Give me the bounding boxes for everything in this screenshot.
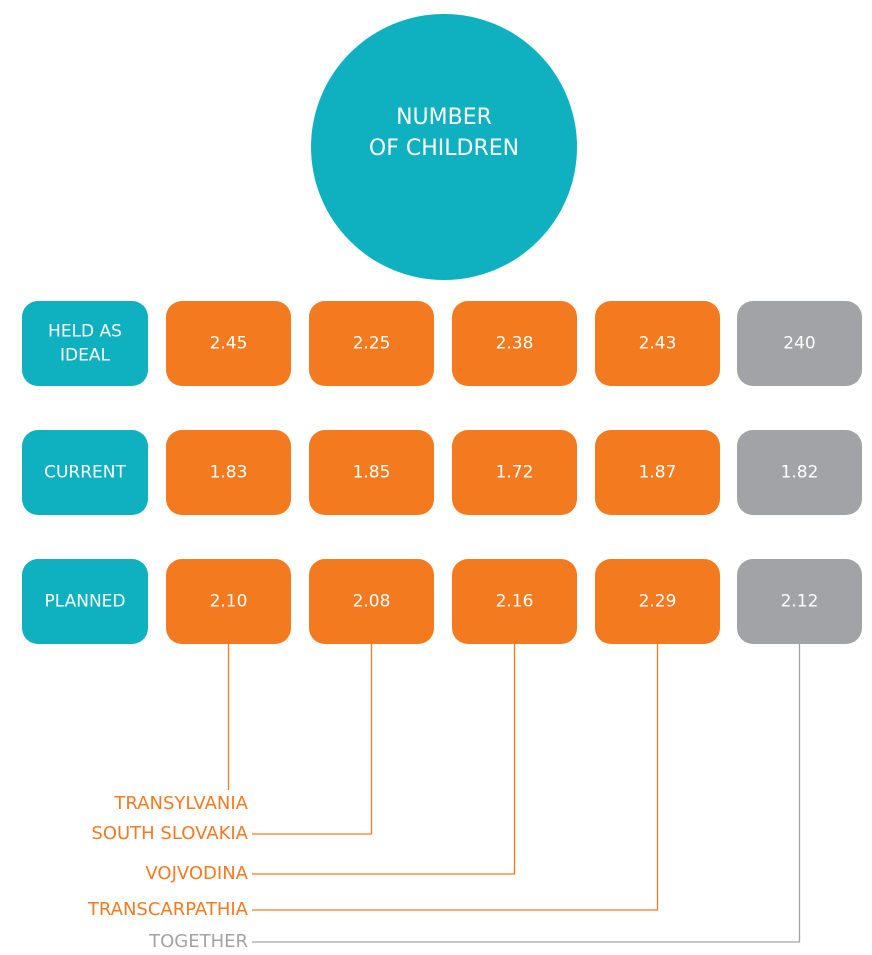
value: 240	[783, 334, 815, 354]
row-label: CURRENT	[44, 463, 126, 483]
value: 1.87	[639, 463, 677, 483]
value: 2.38	[496, 334, 534, 354]
region-label: TRANSCARPATHIA	[87, 899, 249, 920]
row-label: PLANNED	[44, 592, 125, 612]
connector	[252, 644, 373, 835]
connector	[252, 644, 801, 943]
region-label: TOGETHER	[148, 931, 248, 952]
row-label-box	[22, 430, 148, 515]
value: 2.10	[210, 592, 248, 612]
title: OF CHILDREN	[369, 136, 519, 161]
value: 1.83	[210, 463, 248, 483]
value-cell	[595, 301, 720, 386]
value-cell	[595, 430, 720, 515]
row-label-box	[22, 301, 148, 386]
value-cell	[166, 559, 291, 644]
region-label: SOUTH SLOVAKIA	[91, 823, 248, 844]
value: 1.82	[781, 463, 819, 483]
value-cell	[737, 559, 862, 644]
value-cell	[737, 430, 862, 515]
row-label: HELD AS	[48, 322, 122, 342]
value-cell	[737, 301, 862, 386]
value-cell	[309, 430, 434, 515]
title: NUMBER	[396, 105, 492, 130]
region-label: VOJVODINA	[145, 863, 248, 884]
value: 2.16	[496, 592, 534, 612]
row-label: IDEAL	[60, 346, 110, 366]
value-cell	[452, 430, 577, 515]
value: 1.72	[496, 463, 534, 483]
value-cell	[166, 430, 291, 515]
value: 1.85	[353, 463, 391, 483]
connector	[252, 644, 516, 875]
value: 2.12	[781, 592, 819, 612]
value-cell	[595, 559, 720, 644]
value: 2.25	[353, 334, 391, 354]
title-circle	[311, 14, 577, 280]
row-label-box	[22, 559, 148, 644]
region-label: TRANSYLVANIA	[113, 793, 248, 814]
value-cell	[452, 301, 577, 386]
value: 2.08	[353, 592, 391, 612]
value-cell	[166, 301, 291, 386]
value: 2.45	[210, 334, 248, 354]
value: 2.29	[639, 592, 677, 612]
connector	[252, 644, 659, 911]
value-cell	[309, 301, 434, 386]
value-cell	[452, 559, 577, 644]
value: 2.43	[639, 334, 677, 354]
value-cell	[309, 559, 434, 644]
